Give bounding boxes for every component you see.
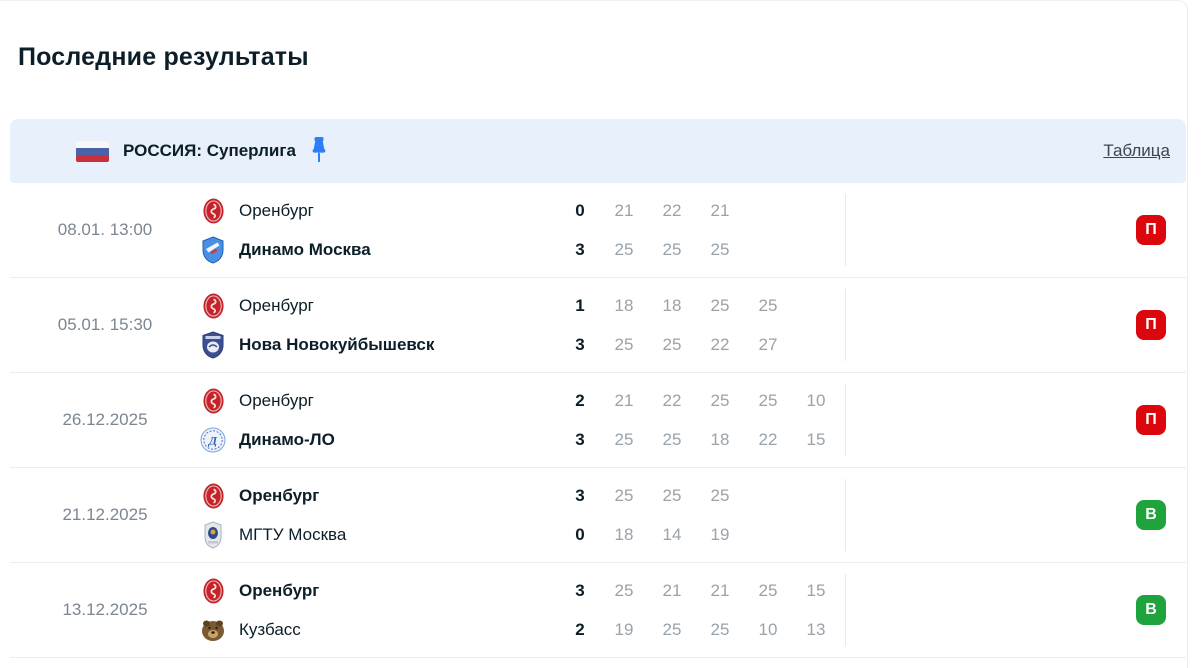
home-set-score: 25 <box>710 485 730 505</box>
away-set-score: 13 <box>806 619 826 639</box>
orenburg-logo <box>200 387 226 415</box>
pin-icon[interactable] <box>310 136 328 166</box>
home-team-name: Оренбург <box>239 580 320 600</box>
away-set-score: 25 <box>662 239 682 259</box>
home-set-score: 25 <box>758 390 778 410</box>
home-set-score: 25 <box>662 485 682 505</box>
home-set-score: 10 <box>806 390 826 410</box>
match-row[interactable]: 08.01. 13:00 Оренбург <box>10 183 1186 278</box>
home-set-score: 22 <box>662 200 682 220</box>
home-set-score: 21 <box>710 580 730 600</box>
away-set-score: 18 <box>710 429 730 449</box>
home-set-score: 25 <box>710 295 730 315</box>
kuzbass-logo <box>200 616 226 644</box>
match-row[interactable]: 21.12.2025 Оренбург <box>10 468 1186 563</box>
home-set-score: 21 <box>614 200 634 220</box>
result-badge-win[interactable]: В <box>1136 500 1166 530</box>
away-set-score: 25 <box>614 239 634 259</box>
row-divider <box>845 289 846 361</box>
match-row[interactable]: 26.12.2025 Оренбург <box>10 373 1186 468</box>
row-divider <box>845 384 846 456</box>
away-set-score: 18 <box>614 524 634 544</box>
row-divider <box>845 194 846 266</box>
away-set-score: 22 <box>710 334 730 354</box>
home-set-score: 25 <box>758 580 778 600</box>
away-set-score: 25 <box>710 619 730 639</box>
page-title: Последние результаты <box>18 43 309 71</box>
nova-novokuybyshevsk-logo <box>200 330 226 359</box>
result-badge-win[interactable]: В <box>1136 595 1166 625</box>
orenburg-logo <box>200 197 226 225</box>
match-datetime: 26.12.2025 <box>62 410 148 429</box>
home-score: 2 <box>575 390 585 410</box>
table-link[interactable]: Таблица <box>1103 141 1170 160</box>
mgtu-moskva-logo <box>200 520 226 549</box>
home-score: 0 <box>575 200 585 220</box>
home-set-score: 18 <box>662 295 682 315</box>
away-score: 0 <box>575 524 585 544</box>
home-score: 3 <box>575 580 585 600</box>
result-badge-loss[interactable]: П <box>1136 405 1166 435</box>
away-set-score: 22 <box>758 429 778 449</box>
match-datetime: 13.12.2025 <box>62 600 148 619</box>
away-team-name: Динамо Москва <box>239 239 371 259</box>
away-team-name: Динамо-ЛО <box>239 429 335 449</box>
match-list: 08.01. 13:00 Оренбург <box>10 183 1186 658</box>
away-score: 2 <box>575 619 585 639</box>
home-set-score: 18 <box>614 295 634 315</box>
orenburg-logo <box>200 577 226 605</box>
away-set-score: 25 <box>614 334 634 354</box>
away-set-score: 25 <box>662 429 682 449</box>
home-set-score: 25 <box>710 390 730 410</box>
away-set-score: 14 <box>662 524 682 544</box>
league-label: РОССИЯ: Суперлига <box>123 141 296 160</box>
away-set-score: 19 <box>614 619 634 639</box>
away-score: 3 <box>575 239 585 259</box>
match-datetime: 08.01. 13:00 <box>57 220 153 239</box>
row-divider <box>845 479 846 551</box>
league-header: РОССИЯ: Суперлига Таблица <box>10 119 1186 183</box>
away-team-name: Кузбасс <box>239 619 301 639</box>
home-set-score: 25 <box>758 295 778 315</box>
row-divider <box>845 574 846 646</box>
home-set-score: 21 <box>710 200 730 220</box>
away-set-score: 27 <box>758 334 778 354</box>
home-set-score: 22 <box>662 390 682 410</box>
home-score: 3 <box>575 485 585 505</box>
match-row[interactable]: 13.12.2025 Оренбург <box>10 563 1186 658</box>
match-row[interactable]: 05.01. 15:30 Оренбург <box>10 278 1186 373</box>
away-score: 3 <box>575 334 585 354</box>
home-set-score: 25 <box>614 485 634 505</box>
home-set-score: 21 <box>662 580 682 600</box>
home-set-score: 15 <box>806 580 826 600</box>
match-datetime: 21.12.2025 <box>62 505 148 524</box>
away-set-score: 10 <box>758 619 778 639</box>
away-set-score: 25 <box>710 239 730 259</box>
away-team-name: МГТУ Москва <box>239 524 347 544</box>
svg-text:Д: Д <box>208 433 218 447</box>
home-team-name: Оренбург <box>239 485 320 505</box>
away-score: 3 <box>575 429 585 449</box>
orenburg-logo <box>200 482 226 510</box>
home-team-name: Оренбург <box>239 200 314 220</box>
home-team-name: Оренбург <box>239 390 314 410</box>
match-datetime: 05.01. 15:30 <box>57 315 153 334</box>
away-set-score: 25 <box>662 619 682 639</box>
dinamo-moskva-logo <box>200 235 226 264</box>
result-badge-loss[interactable]: П <box>1136 215 1166 245</box>
russia-flag-icon <box>76 140 109 162</box>
away-set-score: 15 <box>806 429 826 449</box>
home-team-name: Оренбург <box>239 295 314 315</box>
away-set-score: 19 <box>710 524 730 544</box>
away-team-name: Нова Новокуйбышевск <box>239 334 435 354</box>
dinamo-lo-logo: Д <box>200 426 226 454</box>
orenburg-logo <box>200 292 226 320</box>
home-set-score: 25 <box>614 580 634 600</box>
away-set-score: 25 <box>662 334 682 354</box>
home-set-score: 21 <box>614 390 634 410</box>
result-badge-loss[interactable]: П <box>1136 310 1166 340</box>
home-score: 1 <box>575 295 585 315</box>
away-set-score: 25 <box>614 429 634 449</box>
